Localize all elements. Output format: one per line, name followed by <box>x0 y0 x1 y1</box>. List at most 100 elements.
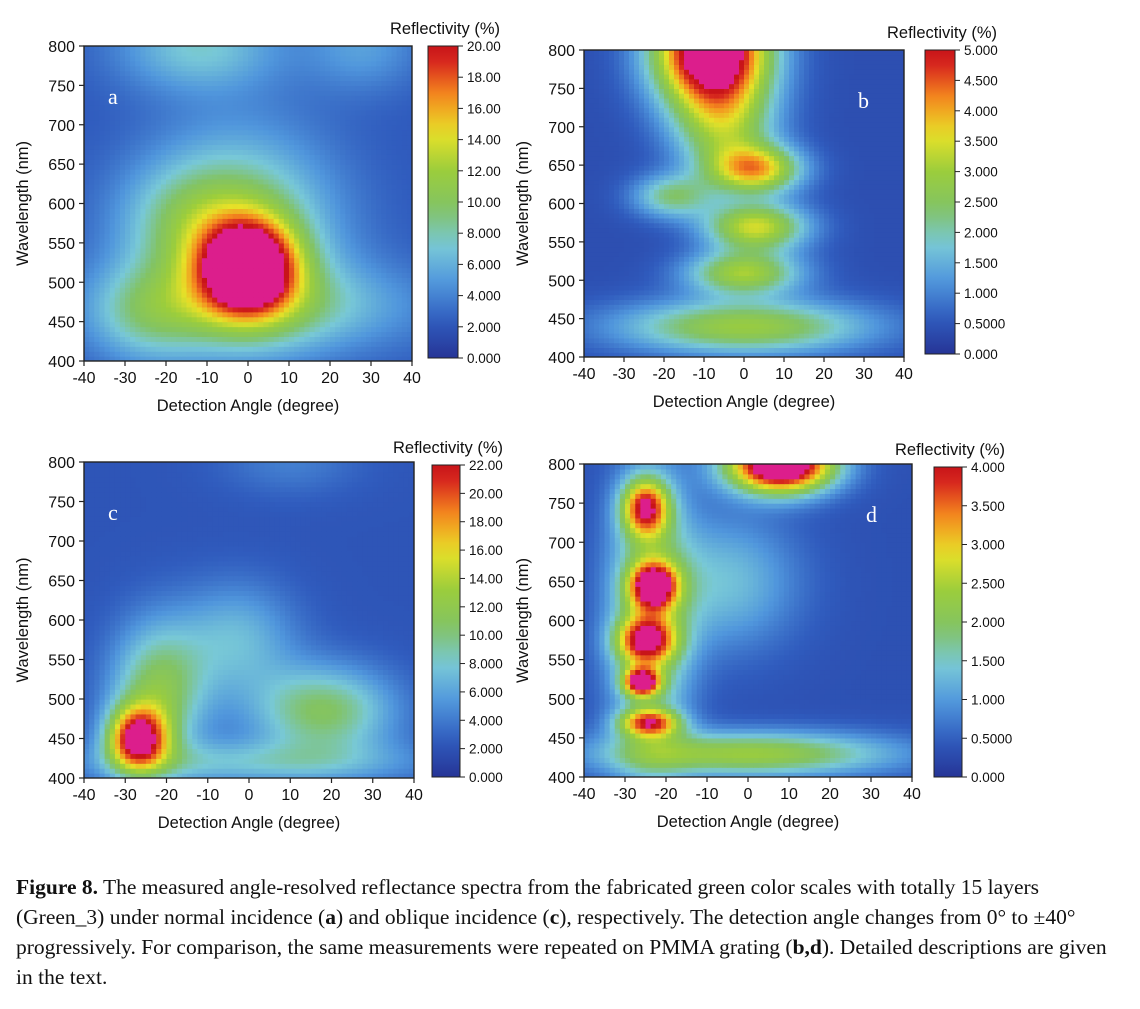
heatmap-cell <box>155 70 162 77</box>
heatmap-cell <box>150 169 157 175</box>
heatmap-cell <box>263 297 270 303</box>
heatmap-cell <box>222 341 229 347</box>
heatmap-cell <box>396 262 403 269</box>
heatmap-cell <box>94 90 100 96</box>
heatmap-cell <box>289 282 295 288</box>
heatmap-cell <box>764 309 770 315</box>
heatmap-cell <box>869 342 875 349</box>
heatmap-cell <box>779 299 785 305</box>
heatmap-cell <box>819 309 825 315</box>
heatmap-cell <box>212 306 218 313</box>
heatmap-cell <box>130 50 136 57</box>
heatmap-cell <box>212 356 218 361</box>
heatmap-cell <box>176 149 182 155</box>
heatmap-cell <box>99 100 106 106</box>
heatmap-cell <box>125 154 131 160</box>
heatmap-cell <box>166 105 172 111</box>
heatmap-cell <box>376 237 382 244</box>
heatmap-cell <box>799 352 805 357</box>
heatmap-cell <box>371 208 377 214</box>
heatmap-cell <box>319 287 326 293</box>
heatmap-cell <box>769 323 775 329</box>
heatmap-cell <box>242 316 249 323</box>
heatmap-cell <box>273 311 280 318</box>
heatmap-cell <box>186 75 193 82</box>
heatmap-cell <box>689 347 695 353</box>
heatmap-cell <box>689 337 695 344</box>
heatmap-cell <box>371 198 377 205</box>
heatmap-cell <box>273 65 280 72</box>
heatmap-cell <box>819 299 825 305</box>
heatmap-cell <box>330 223 336 229</box>
heatmap-cell <box>299 247 305 254</box>
heatmap-cell <box>884 328 890 334</box>
heatmap-cell <box>335 188 341 195</box>
heatmap-cell <box>340 356 346 361</box>
heatmap-cell <box>160 50 167 57</box>
heatmap-cell <box>350 262 357 269</box>
heatmap-cell <box>248 46 254 52</box>
heatmap-cell <box>381 169 387 175</box>
heatmap-cell <box>381 282 387 288</box>
heatmap-cell <box>258 277 264 283</box>
heatmap-cell <box>309 169 316 175</box>
heatmap-cell <box>176 267 182 273</box>
heatmap-cell <box>381 233 387 239</box>
heatmap-cell <box>212 326 218 333</box>
heatmap-cell <box>381 60 387 67</box>
heatmap-cell <box>350 237 357 244</box>
heatmap-cell <box>694 333 700 339</box>
heatmap-cell <box>196 50 203 57</box>
heatmap-cell <box>191 326 198 333</box>
heatmap-cell <box>278 282 285 288</box>
heatmap-cell <box>171 356 177 361</box>
heatmap-cell <box>114 183 121 190</box>
heatmap-cell <box>237 242 244 249</box>
heatmap-cell <box>207 173 213 180</box>
heatmap-cell <box>104 301 111 308</box>
heatmap-cell <box>355 262 362 269</box>
heatmap-cell <box>140 242 147 249</box>
heatmap-cell <box>232 297 239 303</box>
heatmap-cell <box>191 198 198 205</box>
heatmap-cell <box>217 60 223 67</box>
heatmap-cell <box>181 321 188 328</box>
heatmap-cell <box>253 105 259 111</box>
heatmap-cell <box>335 203 341 210</box>
heatmap-cell <box>335 242 341 249</box>
heatmap-cell <box>212 46 218 52</box>
heatmap-cell <box>237 252 244 259</box>
heatmap-cell <box>130 149 136 155</box>
heatmap-cell <box>273 301 280 308</box>
heatmap-cell <box>130 193 136 200</box>
heatmap-cell <box>604 304 610 310</box>
heatmap-cell <box>809 309 815 315</box>
heatmap-cell <box>809 352 815 357</box>
heatmap-cell <box>679 328 685 334</box>
heatmap-cell <box>376 223 382 229</box>
heatmap-cell <box>283 208 290 214</box>
heatmap-cell <box>774 328 780 334</box>
heatmap-cell <box>109 60 116 67</box>
heatmap-cell <box>789 313 795 320</box>
heatmap-cell <box>594 328 600 334</box>
heatmap-cell <box>155 164 162 170</box>
heatmap-cell <box>278 154 285 160</box>
heatmap-cell <box>350 252 357 259</box>
heatmap-cell <box>94 60 100 67</box>
heatmap-cell <box>181 60 188 67</box>
heatmap-cell <box>749 299 755 305</box>
heatmap-cell <box>171 90 177 96</box>
heatmap-cell <box>191 341 198 347</box>
heatmap-cell <box>340 164 346 170</box>
heatmap-cell <box>659 318 665 325</box>
heatmap-cell <box>99 46 106 52</box>
heatmap-cell <box>237 95 244 101</box>
heatmap-cell <box>679 337 685 344</box>
heatmap-cell <box>314 129 321 136</box>
heatmap-cell <box>789 323 795 329</box>
heatmap-cell <box>324 287 331 293</box>
heatmap-cell <box>263 124 270 131</box>
heatmap-cell <box>324 173 331 180</box>
heatmap-cell <box>401 134 408 141</box>
